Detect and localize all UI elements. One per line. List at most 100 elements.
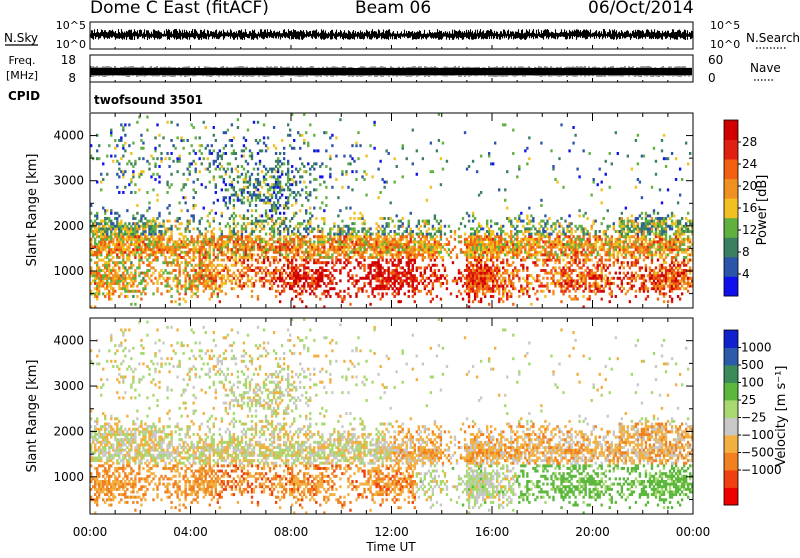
power-cell	[243, 178, 245, 181]
power-cell	[221, 214, 223, 217]
power-cell	[253, 222, 255, 225]
power-cell	[146, 222, 148, 225]
power-cell	[188, 165, 190, 168]
power-cell	[100, 279, 102, 282]
power-cell	[548, 233, 550, 236]
power-cell	[588, 282, 590, 285]
power-cell	[176, 287, 178, 290]
power-cell	[333, 238, 335, 241]
power-cell	[156, 173, 158, 176]
power-cell	[287, 261, 289, 264]
power-cell	[106, 222, 108, 225]
power-cell	[158, 175, 160, 178]
power-cell	[570, 246, 572, 249]
power-cell	[237, 269, 239, 272]
power-cell	[436, 274, 438, 277]
power-cell	[446, 282, 448, 285]
power-cell	[488, 287, 490, 290]
power-cell	[239, 243, 241, 246]
power-cell	[152, 173, 154, 176]
power-cell	[420, 248, 422, 251]
power-cell	[406, 243, 408, 246]
power-cell	[319, 261, 321, 264]
power-cell	[188, 170, 190, 173]
power-cell	[195, 162, 197, 165]
power-cell	[168, 272, 170, 275]
power-cell	[313, 282, 315, 285]
power-cell	[138, 261, 140, 264]
power-cell	[221, 212, 223, 215]
power-cell	[195, 168, 197, 171]
power-cell	[122, 272, 124, 275]
power-cell	[562, 243, 564, 246]
power-cell	[293, 212, 295, 215]
power-cell	[221, 264, 223, 267]
power-cell	[562, 230, 564, 233]
power-cell	[440, 227, 442, 230]
power-cell	[464, 243, 466, 246]
power-cell	[275, 259, 277, 262]
power-cell	[126, 230, 128, 233]
power-cell	[118, 246, 120, 249]
power-cell	[303, 243, 305, 246]
power-cell	[231, 194, 233, 197]
power-cell	[201, 162, 203, 165]
power-cell	[233, 186, 235, 189]
power-cell	[377, 240, 379, 243]
power-cell	[188, 251, 190, 254]
power-cell	[241, 225, 243, 228]
power-cell	[572, 240, 574, 243]
power-cell	[110, 269, 112, 272]
power-cell	[295, 290, 297, 293]
power-cell	[92, 272, 94, 275]
power-cell	[116, 261, 118, 264]
power-cell	[379, 298, 381, 301]
power-cell	[468, 285, 470, 288]
power-cell	[287, 259, 289, 262]
power-cell	[132, 251, 134, 254]
power-cell	[524, 279, 526, 282]
power-cell	[365, 235, 367, 238]
power-cell	[174, 253, 176, 256]
power-cell	[283, 264, 285, 267]
power-cell	[568, 290, 570, 293]
power-cell	[490, 287, 492, 290]
power-cell	[504, 253, 506, 256]
power-cell	[337, 253, 339, 256]
power-cell	[197, 287, 199, 290]
power-cell	[430, 233, 432, 236]
power-cell	[488, 243, 490, 246]
power-cell	[225, 279, 227, 282]
power-cell	[512, 129, 514, 132]
power-cell	[203, 240, 205, 243]
power-cell	[197, 178, 199, 181]
power-cell	[488, 259, 490, 262]
power-cell	[257, 181, 259, 184]
power-cell	[122, 126, 124, 129]
power-cell	[574, 251, 576, 254]
power-cell	[363, 235, 365, 238]
power-cell	[191, 123, 193, 126]
power-cell	[146, 235, 148, 238]
power-cell	[398, 290, 400, 293]
power-cell	[195, 256, 197, 259]
power-cell	[197, 227, 199, 230]
power-cell	[271, 196, 273, 199]
power-cell	[478, 285, 480, 288]
power-cell	[379, 246, 381, 249]
power-cell	[450, 292, 452, 295]
power-cell	[217, 243, 219, 246]
power-cell	[476, 277, 478, 280]
power-cell	[215, 168, 217, 171]
power-cell	[273, 186, 275, 189]
power-cell	[102, 248, 104, 251]
power-cell	[392, 264, 394, 267]
power-cell	[494, 266, 496, 269]
power-cell	[480, 251, 482, 254]
power-cell	[221, 155, 223, 158]
power-cell	[327, 251, 329, 254]
power-cell	[166, 207, 168, 210]
power-cell	[229, 196, 231, 199]
power-cell	[516, 225, 518, 228]
power-cell	[480, 285, 482, 288]
